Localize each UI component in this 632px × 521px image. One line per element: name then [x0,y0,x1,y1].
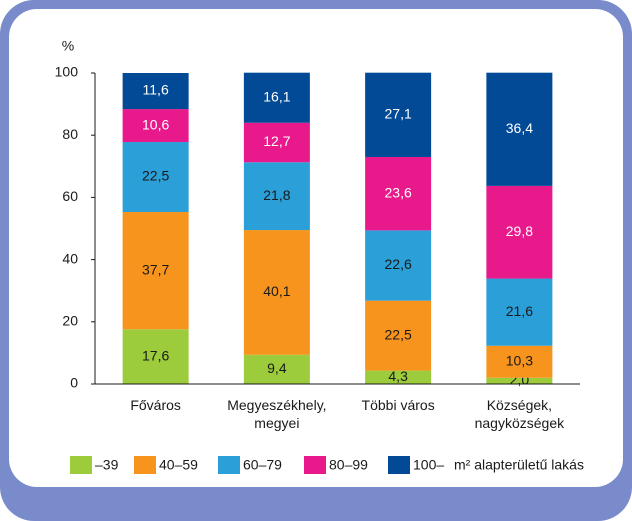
value-label: 37,7 [142,261,169,277]
value-label: 22,6 [385,256,412,272]
x-tick-label: Községek, nagyközségek [474,397,565,431]
bar-segment [243,162,310,231]
y-tick-label: 0 [70,375,78,391]
value-label: 12,7 [263,133,290,149]
bar-segment [486,185,553,279]
bar-segment [243,122,310,163]
legend-swatch [388,456,410,474]
legend-suffix: m² alapterületű lakás [454,457,584,473]
value-label: 9,4 [267,360,287,376]
y-axis-label: % [62,38,74,54]
value-label: 23,6 [385,184,412,200]
bar-segment [365,230,432,301]
value-label: 21,8 [263,187,290,203]
x-tick-label: Többi város [361,397,435,413]
bar-segment [365,156,432,231]
bar-segment [486,345,553,378]
legend-label: 100– [413,457,444,473]
bar-segment [243,354,310,384]
legend-label: 80–99 [329,457,368,473]
value-label: 29,8 [506,223,533,239]
value-label: 21,6 [506,303,533,319]
x-tick-label: Főváros [130,397,181,413]
bar-segment [122,142,189,213]
y-tick-label: 60 [62,188,78,204]
bar-segment [365,300,432,371]
bar-segment [365,370,432,384]
value-label: 10,6 [142,116,169,132]
value-label: 4,3 [388,368,408,384]
value-label: 36,4 [506,120,533,136]
value-label: 22,5 [142,168,169,184]
value-label: 11,6 [143,82,169,98]
value-label: 10,3 [506,352,533,368]
bar-segment [122,212,189,330]
legend-label: 40–59 [159,457,198,473]
y-tick-label: 100 [55,64,79,80]
legend-swatch [70,456,92,474]
bar-segment [122,109,189,143]
value-label: 27,1 [385,106,412,122]
bar-segment [486,278,553,346]
value-label: 17,6 [142,347,169,363]
bar-segment [122,329,189,384]
legend-label: –39 [95,457,119,473]
legend-swatch [134,456,156,474]
legend-label: 60–79 [243,457,282,473]
y-tick-label: 80 [62,126,78,142]
value-label: 40,1 [263,283,290,299]
y-tick-label: 40 [62,250,78,266]
legend-swatch [304,456,326,474]
bar-segment [486,72,553,186]
value-label: 16,1 [263,88,290,104]
legend-swatch [218,456,240,474]
y-tick-label: 20 [62,313,78,329]
bar-segment [486,377,553,384]
bar-segment [243,230,310,355]
x-tick-label: Megyeszékhely, megyei [227,397,327,431]
bar-segment [122,73,189,110]
bar-segment [365,72,432,157]
bar-segment [243,72,310,123]
value-label: 22,5 [385,326,412,342]
